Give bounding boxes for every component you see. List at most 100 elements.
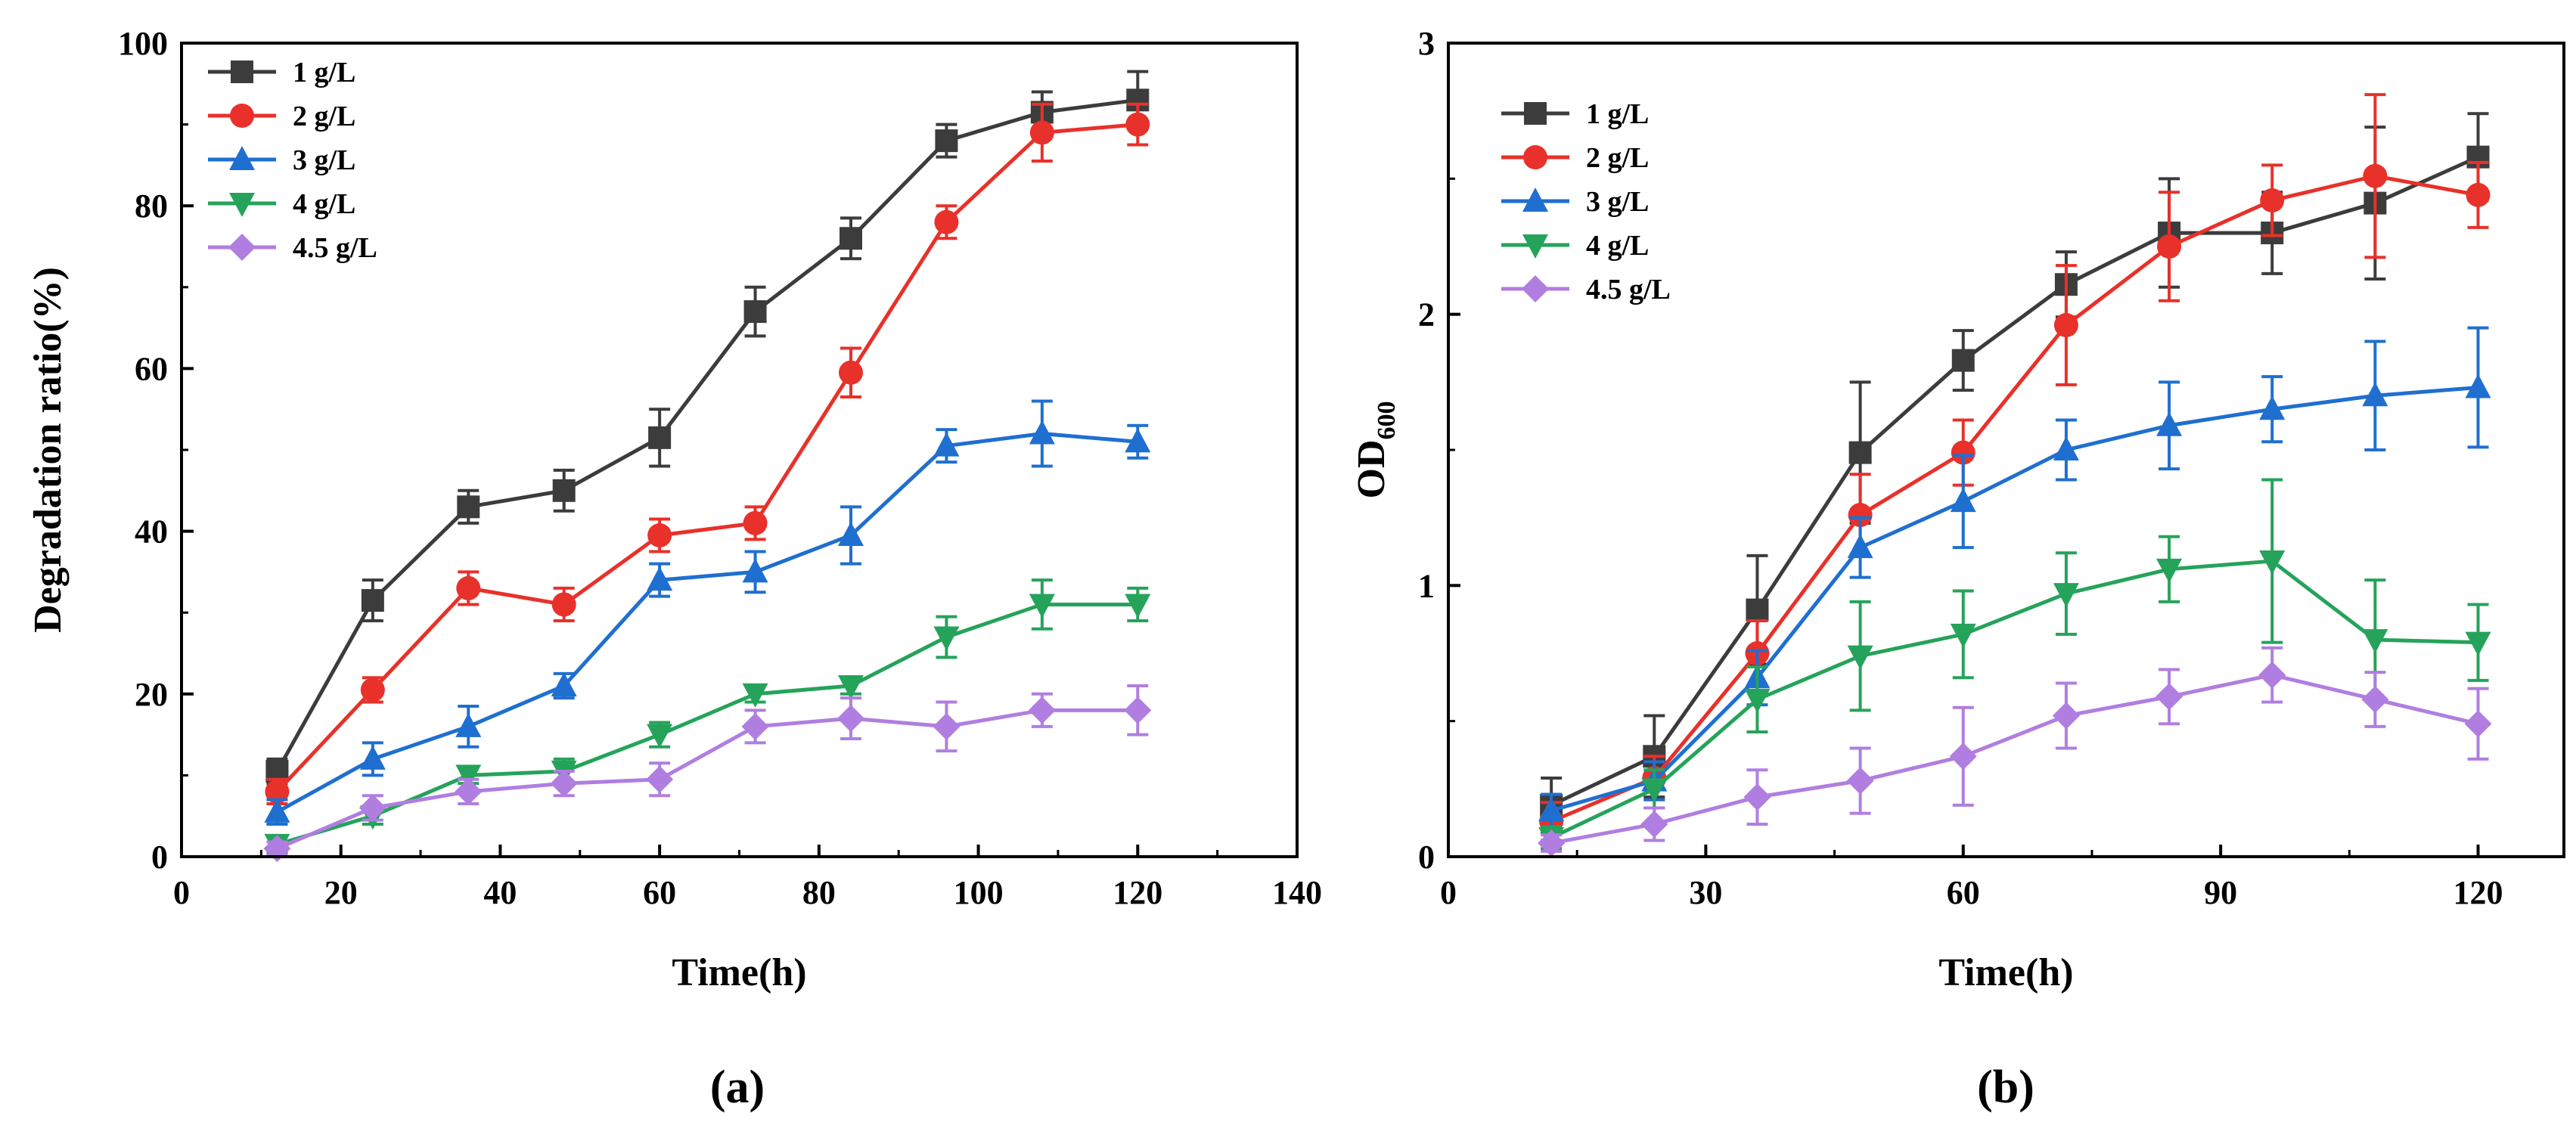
data-point <box>742 558 768 583</box>
data-point <box>2362 629 2388 654</box>
data-point <box>1746 598 1769 622</box>
legend-marker <box>230 104 254 128</box>
y-tick-label: 0 <box>1418 839 1435 876</box>
data-point <box>743 300 767 324</box>
series-line <box>276 431 1138 814</box>
legend: 1 g/L 2 g/L 3 g/L 4 g/L 4.5 g/L <box>208 57 377 264</box>
y-axis-title-subscript: 600 <box>1373 402 1401 440</box>
series-4-g-L <box>264 578 1151 858</box>
data-point <box>2157 234 2182 259</box>
legend-marker <box>1522 234 1548 259</box>
y-axis-title: OD600 <box>1350 402 1401 499</box>
legend-label: 2 g/L <box>293 101 355 132</box>
series-3-g-L <box>264 399 1151 826</box>
series-1-g-L <box>265 70 1150 786</box>
x-axis-title: Time(h) <box>672 951 806 994</box>
legend-marker <box>1524 102 1547 125</box>
x-axis-title: Time(h) <box>1938 951 2073 994</box>
data-point <box>933 626 960 651</box>
data-point <box>1846 767 1874 795</box>
data-point <box>456 575 481 600</box>
chart-panel-a: 0 20 40 60 80 100 120 140 0 20 40 60 80 100 Time(h) Deg… <box>26 25 1322 1113</box>
data-point <box>455 712 482 737</box>
series-4-g-L <box>1538 478 2491 851</box>
y-tick-label: 80 <box>135 188 168 225</box>
series-line <box>1550 174 2478 823</box>
data-point <box>1949 743 1977 770</box>
data-point <box>1950 488 1976 513</box>
data-point <box>1538 797 1565 822</box>
data-point <box>550 770 578 798</box>
legend-marker <box>231 60 253 83</box>
legend-marker <box>229 193 255 217</box>
data-point <box>647 724 673 749</box>
data-point <box>1125 428 1151 453</box>
series-1-g-L <box>1540 112 2490 834</box>
data-point <box>264 798 290 823</box>
data-point <box>741 712 769 740</box>
data-point <box>2052 702 2080 730</box>
data-point <box>839 360 863 385</box>
legend-label: 4.5 g/L <box>1586 274 1671 305</box>
legend-marker <box>228 234 256 261</box>
data-point <box>1124 696 1152 724</box>
y-tick-label: 3 <box>1418 25 1435 62</box>
legend-label: 4 g/L <box>1586 230 1649 262</box>
data-point <box>361 589 384 612</box>
x-tick-label: 120 <box>2453 874 2503 911</box>
data-point <box>358 794 386 822</box>
data-point <box>1125 112 1150 137</box>
series-4-5-g-L <box>1538 646 2492 857</box>
data-point <box>647 522 672 547</box>
data-point <box>838 521 864 546</box>
y-axis-title: Degradation ratio(%) <box>26 267 70 633</box>
series-line <box>1550 559 2478 840</box>
data-point <box>551 672 577 697</box>
data-point <box>2465 374 2491 398</box>
data-point <box>647 566 673 591</box>
data-point <box>2466 182 2491 207</box>
data-point <box>933 432 960 457</box>
legend-label: 4.5 g/L <box>293 232 377 264</box>
series-3-g-L <box>1538 326 2491 829</box>
legend-marker <box>229 146 255 170</box>
data-point <box>1743 783 1771 811</box>
data-point <box>455 764 482 789</box>
series-line <box>275 98 1138 773</box>
data-point <box>2363 163 2388 188</box>
data-point <box>1951 349 1975 372</box>
data-point <box>934 209 959 234</box>
panel-label: (b) <box>1977 1062 2034 1113</box>
y-tick-label: 40 <box>135 513 168 550</box>
data-point <box>455 777 483 805</box>
data-point <box>2361 685 2389 713</box>
legend-label: 3 g/L <box>1586 186 1649 218</box>
series-line <box>275 122 1138 793</box>
x-tick-label: 80 <box>802 874 836 911</box>
data-point <box>1028 696 1056 724</box>
y-tick-label: 100 <box>118 25 168 62</box>
y-tick-label: 2 <box>1418 296 1435 333</box>
data-point <box>359 745 386 770</box>
series-line <box>1550 673 2479 845</box>
data-point <box>2156 411 2183 436</box>
data-point <box>838 675 864 700</box>
x-tick-label: 0 <box>1440 874 1457 911</box>
legend-label: 1 g/L <box>293 57 355 88</box>
chart-panel-b: 0 30 60 90 120 0 1 2 3 Time(h) OD600 1 g/L 2 g/L 3 g/… <box>1350 25 2565 1113</box>
data-point <box>742 683 768 708</box>
x-tick-label: 120 <box>1113 874 1162 911</box>
x-tick-label: 140 <box>1272 874 1322 911</box>
y-tick-label: 0 <box>151 839 168 876</box>
data-point <box>2465 631 2491 656</box>
data-point <box>1847 534 1873 559</box>
legend-label: 4 g/L <box>293 188 355 220</box>
data-point <box>2258 661 2286 689</box>
data-point <box>1029 120 1054 145</box>
data-point <box>2053 436 2079 460</box>
data-point <box>265 779 290 804</box>
y-axis-title-main: OD <box>1350 440 1393 499</box>
y-tick-label: 20 <box>135 676 168 713</box>
data-point <box>1029 420 1055 445</box>
